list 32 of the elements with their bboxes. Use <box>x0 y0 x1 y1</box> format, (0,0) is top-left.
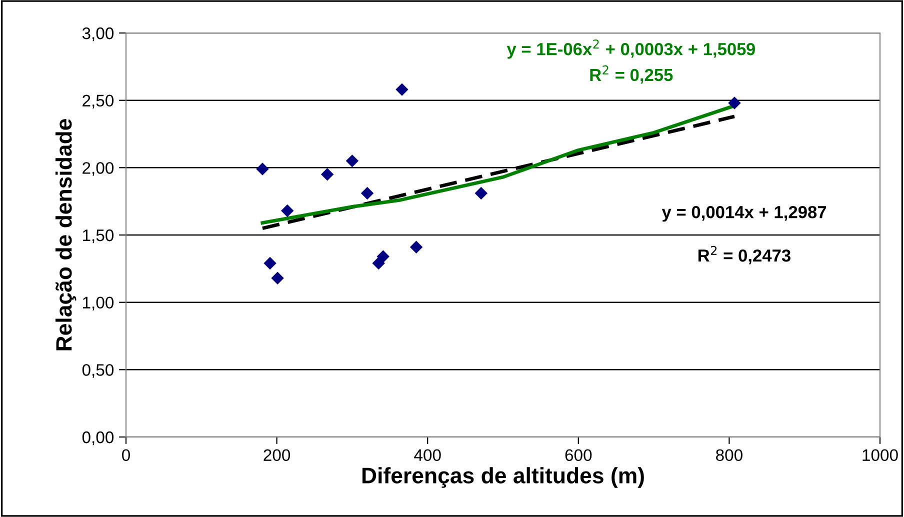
y-tick-label: 0,50 <box>82 364 114 378</box>
point <box>474 186 488 200</box>
y-tick-label: 2,00 <box>82 162 114 176</box>
point <box>280 204 294 218</box>
x-tick-label: 800 <box>716 449 742 462</box>
x-tick-label: 1000 <box>862 449 898 462</box>
x-tick-label: 200 <box>264 449 290 462</box>
x-tick-label: 400 <box>414 449 441 462</box>
y-tick-label: 1,50 <box>83 229 114 244</box>
annotation: R$^{2}$ = 0,255 <box>590 65 673 84</box>
point <box>320 168 334 181</box>
annotation: R$^{2}$ = 0,2473 <box>698 246 790 264</box>
x-tick-label: 0 <box>122 449 130 462</box>
point <box>376 250 390 263</box>
point <box>372 256 385 270</box>
x-tick-label: 600 <box>565 449 592 462</box>
point <box>256 162 269 176</box>
point <box>264 256 276 270</box>
y-tick-label: 1,00 <box>83 296 114 311</box>
point <box>271 272 284 284</box>
point <box>396 83 408 96</box>
point <box>728 96 741 110</box>
point <box>360 186 374 200</box>
y-tick-label: 0,00 <box>82 431 114 446</box>
point <box>346 154 359 168</box>
annotation: y = 1E-06x$^{2}$ + 0,0003x + 1,5059 <box>506 39 755 59</box>
point <box>410 240 423 254</box>
y-tick-label: 2,50 <box>82 94 114 109</box>
annotation: y = 0,0014x + 1,2987 <box>662 206 826 222</box>
y-axis-title: Relação de densidade <box>55 119 76 350</box>
y-tick-label: 3,00 <box>82 27 114 42</box>
x-axis-title: Diferenças de altitudes (m) <box>362 467 644 488</box>
